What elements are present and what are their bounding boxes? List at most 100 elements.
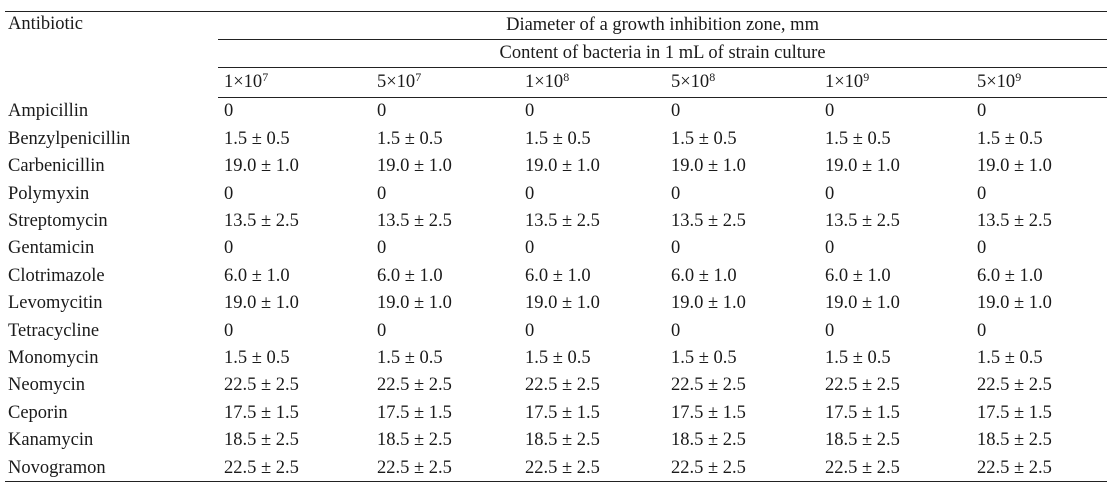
- zone-value: 19.0 ± 1.0: [224, 156, 299, 177]
- table-row: Polymyxin 0 0 0 0 0 0: [5, 180, 1107, 207]
- antibiotic-name: Streptomycin: [8, 211, 108, 231]
- concentration-header: 5×107: [371, 67, 519, 98]
- zone-value: 0: [224, 183, 234, 204]
- concentration-header: 1×108: [519, 67, 665, 98]
- zone-value: 19.0 ± 1.0: [377, 293, 452, 314]
- table-row: Ampicillin 0 0 0 0 0 0: [5, 98, 1107, 126]
- zone-value: 0: [224, 320, 234, 341]
- antibiotic-name: Kanamycin: [8, 430, 94, 451]
- zone-value: 13.5 ± 2.5: [671, 211, 746, 231]
- zone-value: 13.5 ± 2.5: [825, 211, 900, 231]
- zone-value: 0: [671, 183, 681, 204]
- zone-value: 1.5 ± 0.5: [377, 128, 443, 149]
- zone-value: 17.5 ± 1.5: [671, 402, 746, 423]
- zone-value: 19.0 ± 1.0: [671, 156, 746, 177]
- antibiotic-name: Monomycin: [8, 347, 99, 368]
- zone-value: 19.0 ± 1.0: [224, 293, 299, 314]
- zone-value: 6.0 ± 1.0: [377, 265, 443, 286]
- zone-value: 0: [224, 101, 234, 122]
- table-header: Antibiotic Diameter of a growth inhibiti…: [5, 11, 1108, 98]
- zone-value: 1.5 ± 0.5: [671, 128, 737, 149]
- zone-value: 18.5 ± 2.5: [825, 430, 900, 451]
- zone-value: 0: [377, 320, 387, 341]
- zone-value: 22.5 ± 2.5: [371, 454, 519, 483]
- zone-value: 17.5 ± 1.5: [377, 402, 452, 423]
- table-row: Streptomycin 13.5 ± 2.5 13.5 ± 2.5 13.5 ± 2…: [5, 208, 1107, 235]
- zone-value: 0: [671, 238, 681, 259]
- zone-value: 6.0 ± 1.0: [977, 265, 1043, 286]
- antibiotic-name: Ceporin: [8, 402, 68, 423]
- zone-value: 0: [525, 101, 535, 122]
- antibiotic-name: Gentamicin: [8, 238, 95, 259]
- table-row: Ceporin 17.5 ± 1.5 17.5 ± 1.5 17.5 ± 1.5 17.…: [5, 399, 1107, 426]
- antibiotic-name: Novogramon: [5, 454, 218, 483]
- table-row: Gentamicin 0 0 0 0 0 0: [5, 235, 1107, 262]
- zone-value: 1.5 ± 0.5: [525, 347, 591, 368]
- antibiotic-name: Ampicillin: [8, 101, 89, 122]
- zone-value: 0: [977, 238, 987, 259]
- zone-value: 0: [671, 101, 681, 122]
- table-row: Carbenicillin 19.0 ± 1.0 19.0 ± 1.0 19.0 ± …: [5, 153, 1107, 180]
- corner-header: Antibiotic: [5, 11, 218, 98]
- zone-value: 17.5 ± 1.5: [977, 402, 1052, 423]
- zone-value: 0: [671, 320, 681, 341]
- zone-value: 0: [977, 183, 987, 204]
- zone-value: 1.5 ± 0.5: [825, 128, 891, 149]
- antibiotic-name: Carbenicillin: [8, 156, 105, 177]
- table-row: Levomycitin 19.0 ± 1.0 19.0 ± 1.0 19.0 ± 1.…: [5, 290, 1107, 317]
- concentration-mantissa: 5×10: [377, 72, 416, 93]
- zone-value: 22.5 ± 2.5: [665, 454, 819, 483]
- zone-value: 19.0 ± 1.0: [977, 293, 1052, 314]
- zone-value: 17.5 ± 1.5: [825, 402, 900, 423]
- zone-value: 22.5 ± 2.5: [825, 375, 900, 396]
- zone-value: 0: [377, 183, 387, 204]
- table-row: Kanamycin 18.5 ± 2.5 18.5 ± 2.5 18.5 ± 2.5 1…: [5, 427, 1107, 454]
- antibiotic-name: Tetracycline: [8, 320, 100, 341]
- antibiotic-name: Levomycitin: [8, 293, 103, 314]
- antibiotic-name: Clotrimazole: [8, 265, 105, 286]
- table-row: Novogramon 22.5 ± 2.5 22.5 ± 2.5 22.5 ± 2.5…: [5, 454, 1108, 483]
- zone-value: 13.5 ± 2.5: [377, 211, 452, 231]
- concentration-mantissa: 1×10: [224, 72, 263, 93]
- zone-value: 22.5 ± 2.5: [977, 375, 1052, 396]
- concentration-mantissa: 1×10: [825, 72, 864, 93]
- zone-value: 1.5 ± 0.5: [671, 347, 737, 368]
- concentration-header: 1×107: [218, 67, 371, 98]
- table-row: Monomycin 1.5 ± 0.5 1.5 ± 0.5 1.5 ± 0.5 1.5 …: [5, 345, 1107, 372]
- group-header: Diameter of a growth inhibition zone, mm: [218, 11, 1108, 40]
- zone-value: 1.5 ± 0.5: [525, 128, 591, 149]
- zone-value: 19.0 ± 1.0: [525, 293, 600, 314]
- zone-value: 1.5 ± 0.5: [977, 347, 1043, 368]
- zone-value: 22.5 ± 2.5: [377, 375, 452, 396]
- zone-value: 1.5 ± 0.5: [825, 347, 891, 368]
- zone-value: 6.0 ± 1.0: [224, 265, 290, 286]
- zone-value: 0: [377, 101, 387, 122]
- zone-value: 18.5 ± 2.5: [977, 430, 1052, 451]
- zone-value: 17.5 ± 1.5: [224, 402, 299, 423]
- zone-value: 6.0 ± 1.0: [825, 265, 891, 286]
- zone-value: 13.5 ± 2.5: [977, 211, 1052, 231]
- zone-value: 19.0 ± 1.0: [825, 293, 900, 314]
- zone-value: 19.0 ± 1.0: [825, 156, 900, 177]
- zone-value: 0: [977, 101, 987, 122]
- zone-value: 19.0 ± 1.0: [671, 293, 746, 314]
- concentration-header: 5×109: [971, 67, 1108, 98]
- zone-value: 18.5 ± 2.5: [377, 430, 452, 451]
- subgroup-header: Content of bacteria in 1 mL of strain cu…: [218, 39, 1108, 68]
- concentration-exponent: 9: [863, 70, 870, 85]
- zone-value: 13.5 ± 2.5: [224, 211, 299, 231]
- zone-value: 19.0 ± 1.0: [525, 156, 600, 177]
- zone-value: 6.0 ± 1.0: [525, 265, 591, 286]
- zone-value: 1.5 ± 0.5: [977, 128, 1043, 149]
- concentration-mantissa: 5×10: [671, 72, 710, 93]
- table-row: Tetracycline 0 0 0 0 0 0: [5, 317, 1107, 344]
- concentration-header: 5×108: [665, 67, 819, 98]
- concentration-exponent: 7: [415, 70, 422, 85]
- zone-value: 1.5 ± 0.5: [224, 128, 290, 149]
- zone-value: 22.5 ± 2.5: [525, 375, 600, 396]
- zone-value: 0: [525, 320, 535, 341]
- table-row: Clotrimazole 6.0 ± 1.0 6.0 ± 1.0 6.0 ± 1.0 6…: [5, 262, 1107, 289]
- zone-value: 0: [224, 238, 234, 259]
- concentration-exponent: 9: [1015, 70, 1022, 85]
